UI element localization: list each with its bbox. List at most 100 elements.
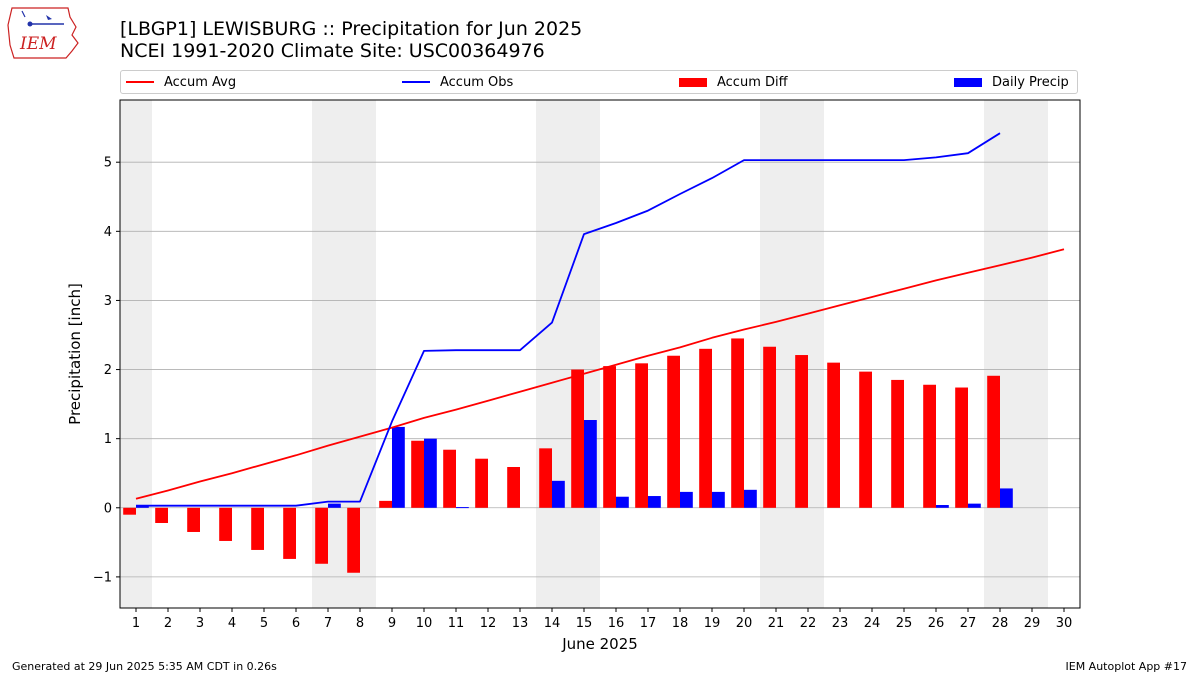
legend-label-accum-avg: Accum Avg [164, 74, 237, 90]
legend-item-accum-avg: Accum Avg [126, 71, 236, 93]
x-tick-label: 23 [832, 616, 849, 631]
accum-diff-bar [155, 507, 168, 523]
x-tick-label: 15 [576, 616, 593, 631]
grid-lines [120, 161, 1080, 578]
daily-precip-bar [424, 438, 437, 508]
weekend-shade-day-1 [120, 100, 152, 608]
x-tick-label: 6 [292, 616, 300, 631]
x-tick-label: 8 [356, 616, 364, 631]
chart-title: [LBGP1] LEWISBURG :: Precipitation for J… [120, 18, 583, 40]
weekend-shade-day-7 [312, 100, 344, 608]
weekend-shade-day-28 [984, 100, 1016, 608]
accum-diff-bar [315, 507, 328, 564]
accum-obs-line [136, 132, 1001, 507]
weekend-shade-day-21 [760, 100, 792, 608]
x-tick-label: 19 [704, 616, 721, 631]
accum-diff-bar [539, 448, 552, 508]
accum-diff-bar [795, 355, 808, 508]
x-tick-label: 16 [608, 616, 625, 631]
accum-diff-bar [187, 507, 200, 532]
accum-diff-bar [411, 440, 424, 508]
weekend-shade-day-8 [344, 100, 376, 608]
x-tick-label: 26 [928, 616, 945, 631]
daily-precip-bar [744, 489, 757, 508]
x-tick-label: 28 [992, 616, 1009, 631]
weekend-shade-day-15 [568, 100, 600, 608]
x-tick-label: 5 [260, 616, 268, 631]
x-tick-label: 17 [640, 616, 657, 631]
daily-precip-bar [968, 503, 981, 508]
x-tick-label: 1 [132, 616, 140, 631]
accum-diff-bar [987, 375, 1000, 508]
y-tick-label: −1 [93, 570, 112, 585]
y-tick-label: 4 [104, 225, 112, 240]
series-lines [135, 132, 1065, 507]
accum-diff-bar [635, 363, 648, 508]
accum-diff-bar [571, 369, 584, 508]
y-tick-label: 2 [104, 363, 112, 378]
legend-label-daily-precip: Daily Precip [992, 74, 1069, 90]
x-tick-label: 13 [512, 616, 529, 631]
iem-logo: IEM [7, 7, 79, 59]
accum-diff-bar [219, 507, 232, 541]
y-axis-label: Precipitation [inch] [66, 283, 84, 425]
chart-subtitle: NCEI 1991-2020 Climate Site: USC00364976 [120, 40, 545, 62]
accum-diff-bar [699, 348, 712, 508]
x-tick-label: 10 [416, 616, 433, 631]
x-tick-label: 25 [896, 616, 913, 631]
legend-swatch-daily-precip [954, 77, 982, 87]
accum-diff-bar [763, 346, 776, 508]
x-tick-label: 9 [388, 616, 396, 631]
legend-swatch-accum-diff [679, 77, 707, 87]
accum-diff-bar [475, 458, 488, 508]
accum-diff-bar [507, 467, 520, 508]
accum-diff-bar [603, 366, 616, 508]
accum-diff-bar [123, 507, 136, 515]
daily-precip-bar [616, 496, 629, 508]
footer-generated-text: Generated at 29 Jun 2025 5:35 AM CDT in … [12, 660, 277, 673]
daily-precip-bar [392, 426, 405, 508]
x-tick-label: 11 [448, 616, 465, 631]
accum-diff-bar [891, 379, 904, 508]
x-tick-label: 12 [480, 616, 497, 631]
legend: Accum Avg Accum Obs Accum Diff Daily Pre… [120, 70, 1078, 94]
accum-diff-bar [923, 384, 936, 508]
accum-avg-line [135, 248, 1065, 500]
legend-item-accum-obs: Accum Obs [402, 71, 513, 93]
footer-app-text: IEM Autoplot App #17 [1065, 660, 1188, 673]
daily-precip-bar [328, 503, 341, 508]
daily-precip-bar [936, 505, 949, 508]
daily-precip-bar [136, 505, 149, 508]
y-tick-label: 3 [104, 294, 112, 309]
x-tick-label: 22 [800, 616, 817, 631]
x-tick-label: 27 [960, 616, 977, 631]
daily-precip-bar [712, 491, 725, 508]
weekend-shade-day-22 [792, 100, 824, 608]
legend-label-accum-obs: Accum Obs [440, 74, 514, 90]
x-tick-label: 7 [324, 616, 332, 631]
daily-precip-bar [1000, 488, 1013, 508]
daily-precip-bar [648, 496, 661, 508]
x-tick-label: 30 [1056, 616, 1073, 631]
accum-diff-bar [827, 362, 840, 508]
daily-precip-bars [136, 420, 1013, 509]
y-axis-ticks: −1 0 1 2 3 4 5 [93, 156, 120, 585]
accum-diff-bar [859, 371, 872, 508]
x-axis-label: June 2025 [561, 635, 638, 653]
accum-diff-bar [347, 507, 360, 573]
x-tick-label: 24 [864, 616, 881, 631]
daily-precip-bar [584, 420, 597, 508]
legend-swatch-accum-obs [402, 81, 430, 83]
accum-diff-bar [251, 507, 264, 550]
logo-text: IEM [19, 34, 57, 54]
accum-diff-bar [283, 507, 296, 559]
daily-precip-bar [456, 507, 469, 509]
x-axis-ticks: 1 2 3 4 5 6 7 8 9 10 11 12 13 14 15 16 17 18 19 20 21 22 23 24 2… [132, 608, 1072, 631]
daily-precip-bar [680, 491, 693, 508]
legend-swatch-accum-avg [126, 81, 154, 83]
x-tick-label: 20 [736, 616, 753, 631]
weekend-shade-day-29 [1016, 100, 1048, 608]
accum-diff-bars [123, 338, 1000, 573]
x-tick-label: 2 [164, 616, 172, 631]
